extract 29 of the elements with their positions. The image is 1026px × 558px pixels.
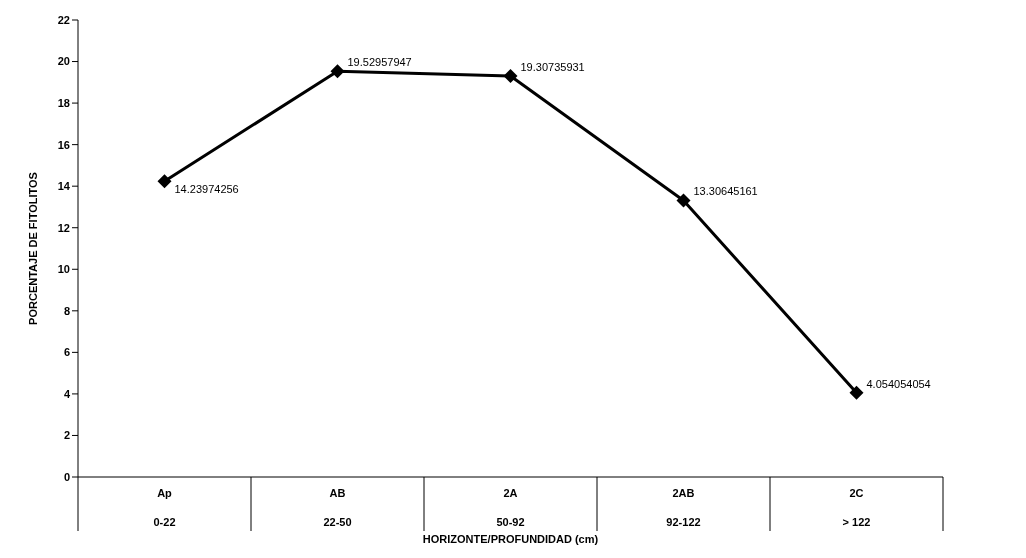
category-label: 2AB 92-122 xyxy=(666,487,701,528)
point xyxy=(157,174,172,189)
data-label: 19.30735931 xyxy=(520,60,585,73)
point xyxy=(503,68,518,83)
x-axis-title: HORIZONTE/PROFUNDIDAD (cm) xyxy=(422,533,599,545)
y-tick-label: 18 xyxy=(57,97,70,109)
y-tick-label: 20 xyxy=(57,55,70,68)
y-tick-label: 0 xyxy=(63,470,70,483)
y-axis-title: PORCENTAJE DE FITOLITOS xyxy=(26,172,39,325)
data-label: 19.52957947 xyxy=(347,56,412,69)
data-label: 4.054054054 xyxy=(866,377,931,390)
category-label: AB 22-50 xyxy=(323,487,352,528)
data-label: 13.30645161 xyxy=(693,185,758,198)
y-tick-label: 8 xyxy=(63,304,70,317)
point xyxy=(849,385,864,400)
y-tick-label: 12 xyxy=(57,221,70,234)
y-tick-label: 4 xyxy=(63,387,71,400)
category-label: 2A 50-92 xyxy=(496,487,525,528)
y-tick-label: 10 xyxy=(57,263,70,276)
category-label: 2C > 122 xyxy=(842,487,871,528)
y-tick-label: 16 xyxy=(57,138,70,151)
point xyxy=(676,193,691,208)
point xyxy=(330,64,345,79)
category-label: Ap 0-22 xyxy=(153,487,176,528)
y-tick-label: 6 xyxy=(63,346,70,359)
y-tick-label: 2 xyxy=(63,429,70,442)
y-tick-label: 22 xyxy=(57,13,70,26)
y-tick-label: 14 xyxy=(57,180,71,193)
data-label: 14.23974256 xyxy=(174,183,239,196)
